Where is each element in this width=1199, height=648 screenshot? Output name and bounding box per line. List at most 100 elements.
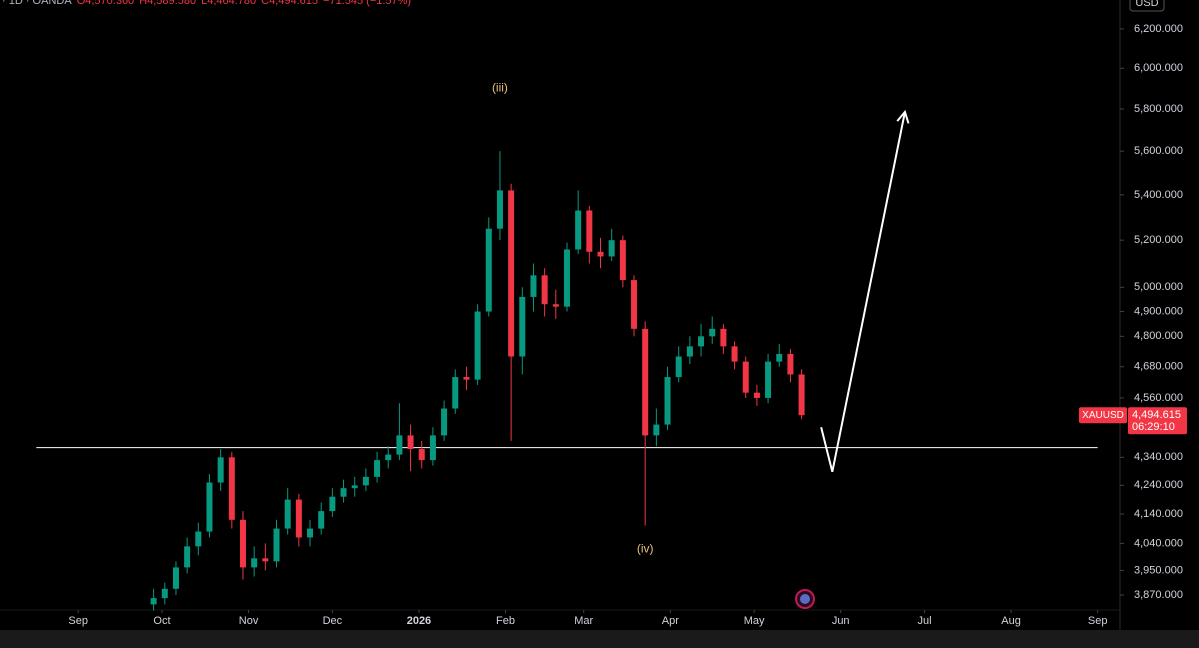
bottom-bar <box>0 630 1199 648</box>
header-change: −71.545 (−1.57%) <box>323 0 411 7</box>
header-open: O4,570.360 <box>77 0 135 7</box>
candle-body <box>485 228 492 312</box>
x-tick-label: Oct <box>153 615 170 627</box>
x-tick-label: 2026 <box>407 615 431 627</box>
y-tick-label: 4,240.000 <box>1134 479 1183 491</box>
currency-box[interactable] <box>1129 0 1165 12</box>
x-tick-label: Sep <box>1088 615 1108 627</box>
candle-body <box>753 392 760 398</box>
candle-body <box>262 558 269 562</box>
candle-body <box>619 240 626 281</box>
candle-body <box>184 546 191 568</box>
x-tick-label: Feb <box>496 615 515 627</box>
candle-body <box>251 558 258 568</box>
y-tick-label: 4,040.000 <box>1134 537 1183 549</box>
candle-body <box>541 275 548 305</box>
y-tick-label: 4,140.000 <box>1134 508 1183 520</box>
candle-body <box>217 457 224 483</box>
candle-body <box>742 361 749 393</box>
y-tick-label: 4,680.000 <box>1134 361 1183 373</box>
candle-body <box>798 374 805 416</box>
y-tick-label: 5,200.000 <box>1134 234 1183 246</box>
candle-body <box>530 275 537 297</box>
candle-body <box>552 304 559 307</box>
candle-body <box>239 519 246 568</box>
price-label: 4,494.615 <box>1132 409 1181 421</box>
header-low: L4,464.780 <box>201 0 256 7</box>
candle-body <box>731 346 738 362</box>
candle-body <box>597 251 604 257</box>
candle-body <box>787 353 794 375</box>
candle-body <box>631 280 638 329</box>
y-tick-label: 4,900.000 <box>1134 305 1183 317</box>
symbol-label: XAUUSD <box>1082 410 1124 421</box>
events-icon[interactable] <box>795 589 815 609</box>
x-tick-label: Aug <box>1001 615 1021 627</box>
x-tick-label: Sep <box>68 615 88 627</box>
candle-body <box>284 499 291 529</box>
header-source: · 1D · OANDA <box>2 0 72 7</box>
ohlc-header: · 1D · OANDA O4,570.360 H4,589.580 L4,464.7… <box>2 0 411 7</box>
candle-body <box>396 435 403 455</box>
price-box <box>1128 407 1187 435</box>
y-tick-label: 3,870.000 <box>1134 589 1183 601</box>
candle-body <box>452 377 459 409</box>
candle-body <box>295 499 302 538</box>
candle-body <box>206 482 213 532</box>
candle-body <box>351 485 358 489</box>
candle-body <box>575 210 582 250</box>
candle-body <box>362 476 369 486</box>
candle-body <box>418 449 425 461</box>
y-tick-label: 3,950.000 <box>1134 564 1183 576</box>
y-tick-label: 6,000.000 <box>1134 62 1183 74</box>
candle-body <box>496 190 503 229</box>
candle-body <box>776 353 783 362</box>
x-tick-label: May <box>744 615 765 627</box>
x-tick-label: Jun <box>832 615 850 627</box>
event-icon-flag <box>800 594 810 604</box>
candle-body <box>675 356 682 378</box>
candle-body <box>642 328 649 436</box>
y-tick-label: 4,800.000 <box>1134 330 1183 342</box>
y-tick-label: 4,560.000 <box>1134 392 1183 404</box>
candle-body <box>563 249 570 307</box>
wave-label: (iii) <box>492 81 508 95</box>
candle-body <box>463 377 470 380</box>
candle-body <box>608 240 615 257</box>
candle-body <box>653 424 660 436</box>
candle-body <box>474 311 481 380</box>
x-tick-label: Apr <box>662 615 679 627</box>
candle-body <box>709 328 716 337</box>
x-tick-label: Jul <box>917 615 931 627</box>
projection-arrow <box>820 111 906 473</box>
y-tick-label: 4,340.000 <box>1134 451 1183 463</box>
countdown: 06:29:10 <box>1132 421 1175 433</box>
candle-body <box>698 336 705 347</box>
header-close: C4,494.615 <box>261 0 318 7</box>
y-tick-label: 5,600.000 <box>1134 145 1183 157</box>
candle-body <box>664 377 671 425</box>
y-tick-label: 6,200.000 <box>1134 23 1183 35</box>
candle-body <box>374 460 381 477</box>
wave-label: (iv) <box>637 542 654 556</box>
candle-body <box>318 511 325 529</box>
x-tick-label: Nov <box>239 615 259 627</box>
candle-body <box>172 567 179 589</box>
x-tick-label: Mar <box>574 615 593 627</box>
candle-body <box>385 454 392 461</box>
candle-body <box>429 435 436 461</box>
x-tick-label: Dec <box>323 615 343 627</box>
arrow-head <box>896 109 910 124</box>
candle-body <box>340 488 347 497</box>
candle-body <box>307 528 314 538</box>
candle-body <box>195 531 202 547</box>
candle-body <box>720 328 727 347</box>
candle-body <box>273 528 280 562</box>
symbol-box <box>1079 407 1127 424</box>
candle-body <box>686 346 693 357</box>
y-tick-label: 5,400.000 <box>1134 189 1183 201</box>
candle-body <box>441 408 448 436</box>
